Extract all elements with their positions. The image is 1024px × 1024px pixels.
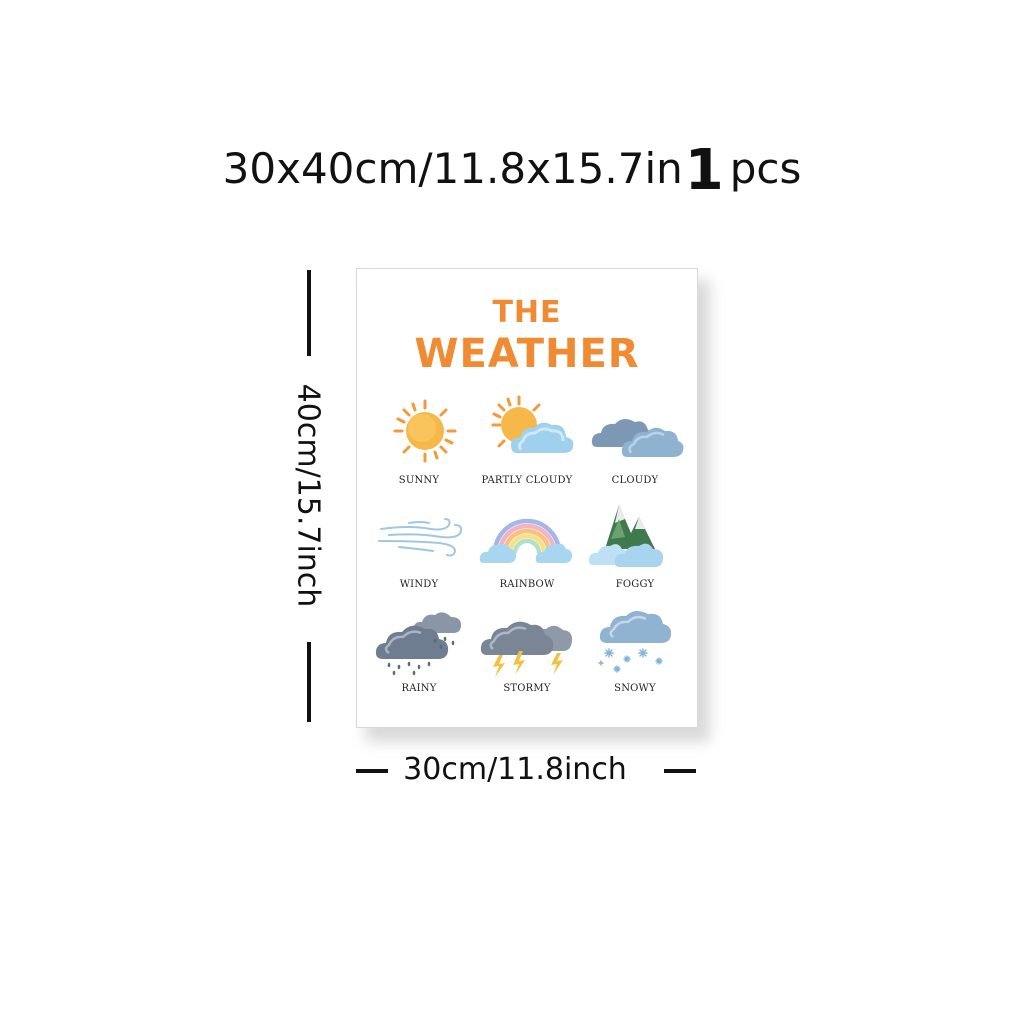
weather-label: PARTLY CLOUDY <box>481 475 573 486</box>
weather-label: FOGGY <box>615 579 655 590</box>
weather-card-cloudy: CLOUDY <box>579 395 691 499</box>
quantity-number: 1 <box>684 138 724 203</box>
height-dimension-bar-bottom <box>307 642 311 722</box>
rain-icon <box>375 612 461 676</box>
width-dimension-bar-right <box>664 769 696 773</box>
rainbow-icon <box>479 518 573 563</box>
weather-card-snowy: SNOWY <box>579 603 691 707</box>
sun-icon <box>393 399 457 463</box>
weather-card-stormy: STORMY <box>471 603 583 707</box>
poster-title-line2: WEATHER <box>414 331 640 377</box>
weather-card-sunny: SUNNY <box>363 395 475 499</box>
weather-label: SNOWY <box>614 683 656 694</box>
height-dimension-label: 40cm/15.7inch <box>290 383 326 608</box>
height-dimension-bar-top <box>307 270 311 356</box>
weather-label: RAINY <box>401 683 437 694</box>
weather-card-windy: WINDY <box>363 499 475 603</box>
weather-card-rainy: RAINY <box>363 603 475 707</box>
size-headline: 30x40cm/11.8x15.7in1 pcs <box>0 138 1024 203</box>
width-dimension-label: 30cm/11.8inch <box>403 752 627 787</box>
weather-card-partly-cloudy: PARTLY CLOUDY <box>471 395 583 499</box>
size-text: 30x40cm/11.8x15.7in <box>222 144 683 193</box>
weather-label: CLOUDY <box>611 475 659 486</box>
storm-icon <box>480 621 573 677</box>
weather-poster: THE WEATHER SUNNY <box>356 268 698 728</box>
weather-label: RAINBOW <box>499 579 555 590</box>
width-dimension-bar-left <box>356 769 388 773</box>
fog-icon <box>588 505 663 567</box>
weather-card-foggy: FOGGY <box>579 499 691 603</box>
cloudy-icon <box>591 418 684 457</box>
weather-label: STORMY <box>503 683 551 694</box>
weather-card-rainbow: RAINBOW <box>471 499 583 603</box>
snow-icon <box>598 610 672 673</box>
wind-icon <box>378 518 463 557</box>
poster-title-line1: THE <box>492 295 562 330</box>
weather-label: SUNNY <box>398 475 440 486</box>
weather-label: WINDY <box>399 579 439 590</box>
quantity-unit: pcs <box>729 144 802 193</box>
partly-cloudy-icon <box>491 395 574 453</box>
